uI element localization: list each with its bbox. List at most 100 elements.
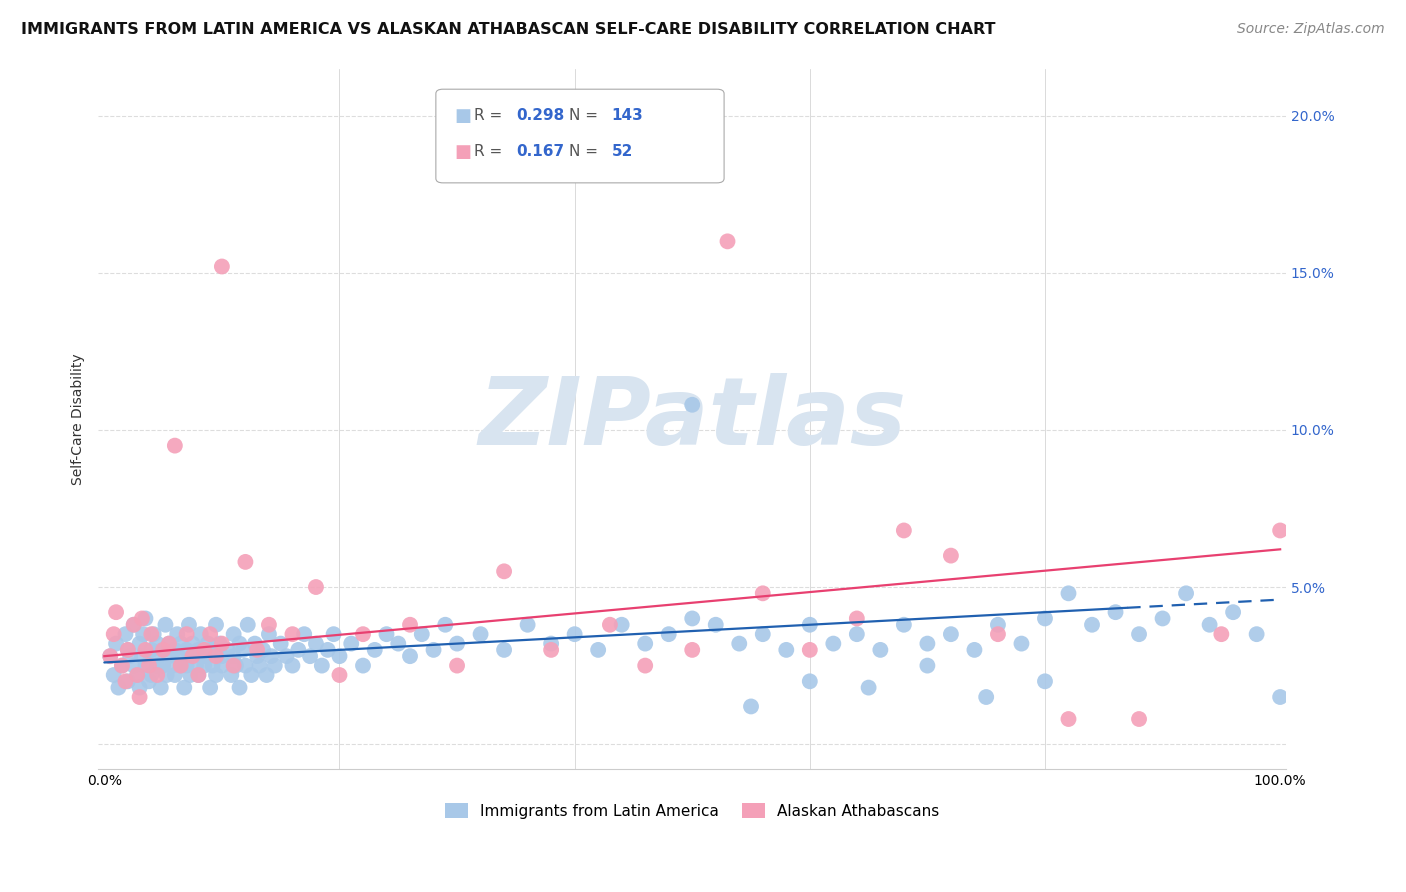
Point (1011, 637, 1033, 651)
Text: Source: ZipAtlas.com: Source: ZipAtlas.com (1237, 22, 1385, 37)
Point (228, 681, 250, 695)
Point (127, 668, 149, 682)
Point (446, 658, 468, 673)
Point (1175, 586, 1198, 600)
Point (740, 699, 762, 714)
Text: ■: ■ (454, 107, 471, 125)
Point (146, 668, 169, 682)
Point (236, 617, 259, 632)
Point (1152, 611, 1174, 625)
Point (170, 637, 193, 651)
Point (799, 617, 821, 632)
Point (117, 674, 139, 689)
Point (134, 643, 156, 657)
Point (235, 555, 257, 569)
Point (422, 643, 444, 657)
Point (173, 681, 195, 695)
Point (823, 637, 845, 651)
Point (917, 658, 939, 673)
Point (364, 643, 387, 657)
Point (187, 668, 209, 682)
Point (516, 617, 538, 632)
Point (120, 649, 142, 664)
Point (328, 668, 350, 682)
Point (305, 637, 328, 651)
Point (681, 643, 703, 657)
Point (256, 668, 278, 682)
Point (152, 643, 174, 657)
Point (752, 627, 775, 641)
Point (704, 617, 727, 632)
Point (869, 643, 891, 657)
Point (163, 439, 186, 453)
Point (1128, 712, 1150, 726)
Point (375, 627, 398, 641)
Text: ZIPatlas: ZIPatlas (478, 373, 907, 465)
Point (111, 658, 134, 673)
Point (166, 627, 188, 641)
Point (181, 637, 204, 651)
Point (257, 627, 280, 641)
Point (799, 674, 821, 689)
Point (1033, 611, 1056, 625)
Point (225, 658, 247, 673)
Point (103, 627, 125, 641)
Point (411, 627, 433, 641)
Point (222, 649, 245, 664)
Point (246, 643, 269, 657)
Point (299, 649, 322, 664)
Point (270, 637, 292, 651)
Point (257, 617, 280, 632)
Point (232, 643, 254, 657)
Point (105, 637, 128, 651)
Point (187, 668, 209, 682)
Point (281, 658, 304, 673)
Point (170, 658, 193, 673)
Point (1057, 712, 1080, 726)
Point (599, 617, 621, 632)
Point (292, 627, 315, 641)
Point (142, 627, 165, 641)
Point (170, 658, 193, 673)
Point (634, 658, 657, 673)
Point (1057, 586, 1080, 600)
Point (387, 637, 409, 651)
Point (176, 627, 198, 641)
Point (197, 637, 219, 651)
Point (252, 643, 274, 657)
Point (1033, 674, 1056, 689)
Point (134, 611, 156, 625)
Point (399, 617, 422, 632)
Point (322, 627, 344, 641)
Text: 52: 52 (612, 145, 633, 159)
Point (132, 627, 155, 641)
Point (217, 643, 239, 657)
Point (143, 649, 166, 664)
Point (263, 658, 285, 673)
Point (181, 649, 204, 664)
Point (193, 643, 215, 657)
Point (1081, 617, 1104, 632)
Point (858, 681, 880, 695)
Point (1268, 690, 1291, 704)
Point (434, 617, 457, 632)
Point (287, 643, 309, 657)
Point (105, 605, 128, 619)
Point (103, 668, 125, 682)
Point (243, 637, 266, 651)
Point (156, 668, 179, 682)
Point (987, 627, 1010, 641)
Point (1198, 617, 1220, 632)
Point (211, 260, 233, 274)
Point (246, 649, 269, 664)
Point (540, 637, 562, 651)
Point (222, 658, 245, 673)
Point (340, 637, 363, 651)
Point (235, 658, 257, 673)
Point (799, 643, 821, 657)
Point (149, 681, 172, 695)
Point (163, 668, 186, 682)
Point (157, 637, 180, 651)
Point (228, 637, 250, 651)
Legend: Immigrants from Latin America, Alaskan Athabascans: Immigrants from Latin America, Alaskan A… (439, 797, 945, 825)
